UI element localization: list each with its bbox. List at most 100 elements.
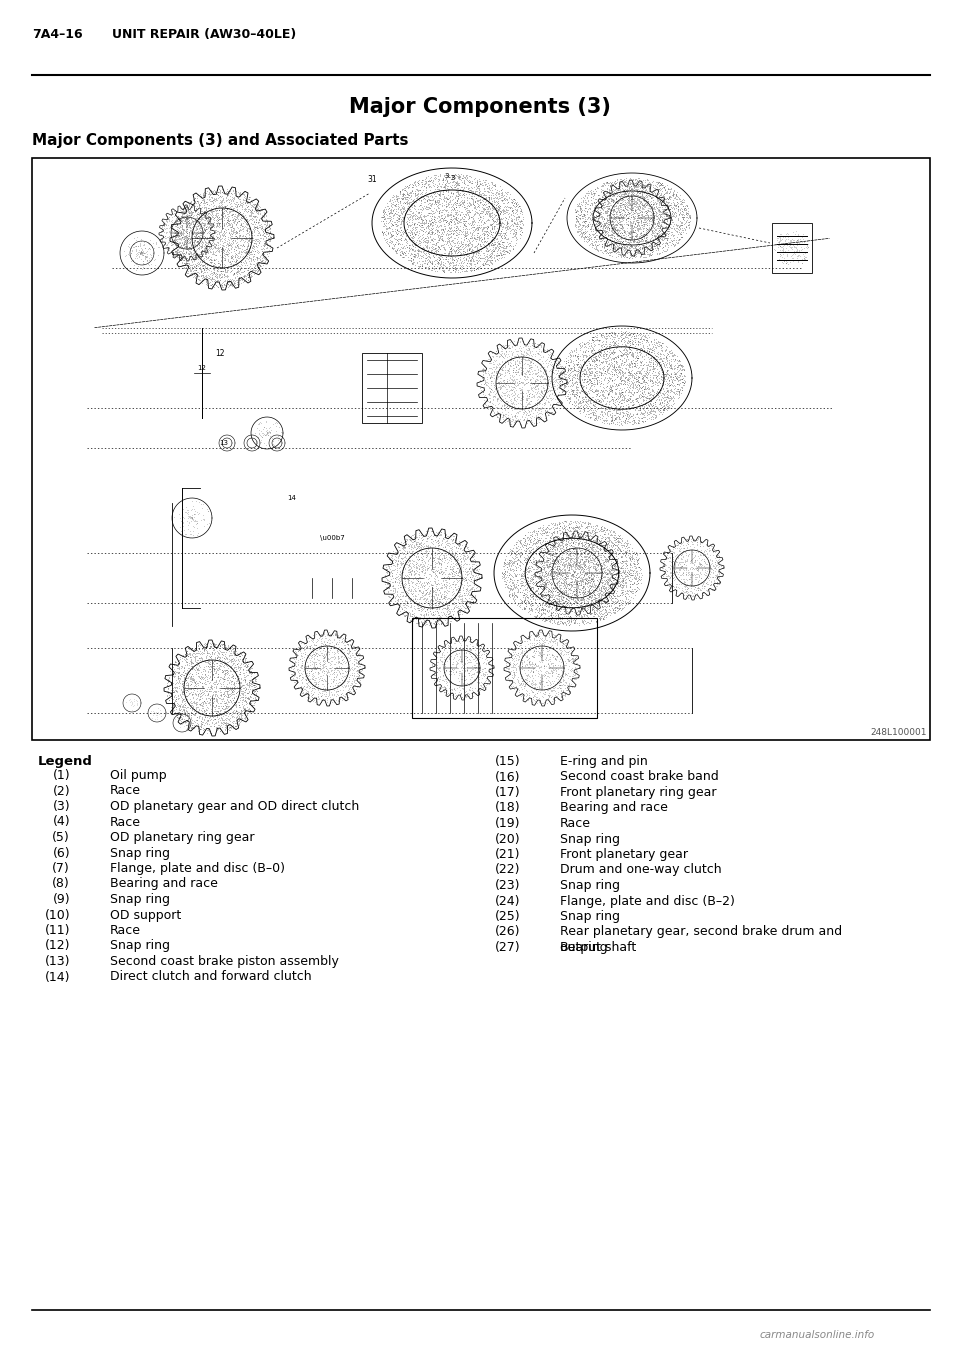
Point — [252, 258, 268, 280]
Point — [535, 589, 550, 611]
Point — [624, 221, 639, 243]
Point — [132, 246, 147, 268]
Point — [524, 553, 540, 574]
Point — [419, 247, 434, 269]
Point — [228, 701, 244, 722]
Point — [178, 230, 193, 251]
Point — [299, 683, 314, 705]
Point — [137, 246, 153, 268]
Point — [234, 644, 250, 665]
Point — [219, 243, 234, 265]
Point — [242, 669, 257, 691]
Point — [698, 569, 713, 591]
Point — [512, 352, 527, 373]
Point — [546, 538, 562, 559]
Point — [529, 655, 544, 676]
Point — [400, 202, 416, 224]
Point — [433, 641, 448, 663]
Point — [216, 263, 231, 285]
Point — [444, 201, 459, 223]
Point — [403, 565, 419, 587]
Point — [180, 645, 196, 667]
Point — [425, 562, 441, 584]
Point — [247, 689, 262, 710]
Point — [649, 208, 664, 230]
Point — [675, 372, 690, 394]
Point — [434, 193, 449, 215]
Point — [640, 344, 656, 365]
Point — [556, 364, 571, 386]
Point — [511, 649, 526, 671]
Point — [220, 663, 235, 684]
Point — [402, 223, 418, 244]
Point — [675, 217, 690, 239]
Point — [549, 555, 564, 577]
Point — [692, 535, 708, 557]
Point — [558, 595, 573, 617]
Point — [503, 543, 518, 565]
Point — [241, 698, 256, 720]
Point — [590, 200, 606, 221]
Point — [257, 212, 273, 234]
Point — [674, 364, 689, 386]
Point — [298, 682, 313, 703]
Point — [194, 206, 209, 228]
Point — [602, 171, 617, 193]
Point — [564, 344, 580, 365]
Point — [775, 238, 790, 259]
Point — [613, 200, 629, 221]
Point — [494, 562, 510, 584]
Point — [771, 231, 786, 253]
Point — [258, 417, 274, 439]
Point — [673, 216, 688, 238]
Point — [571, 388, 587, 410]
Point — [597, 387, 612, 409]
Point — [189, 672, 204, 694]
Point — [675, 536, 690, 558]
Point — [396, 555, 411, 577]
Point — [639, 168, 655, 190]
Point — [596, 216, 612, 238]
Point — [597, 201, 612, 223]
Point — [547, 549, 563, 570]
Point — [493, 363, 509, 384]
Point — [165, 695, 180, 717]
Point — [161, 671, 177, 693]
Point — [444, 217, 459, 239]
Point — [577, 591, 592, 612]
Point — [583, 220, 598, 242]
Point — [452, 190, 468, 212]
Point — [645, 217, 660, 239]
Point — [554, 569, 569, 591]
Point — [448, 224, 464, 246]
Point — [221, 718, 236, 740]
Point — [631, 357, 646, 379]
Point — [408, 232, 423, 254]
Point — [510, 410, 525, 432]
Point — [438, 564, 453, 585]
Point — [665, 565, 681, 587]
Point — [452, 660, 468, 682]
Point — [435, 257, 450, 278]
Point — [584, 334, 599, 356]
Point — [448, 208, 464, 230]
Point — [209, 649, 225, 671]
Point — [632, 231, 647, 253]
Point — [569, 221, 585, 243]
Point — [185, 682, 201, 703]
Point — [165, 698, 180, 720]
Point — [510, 345, 525, 367]
Point — [203, 224, 218, 246]
Point — [526, 674, 541, 695]
Point — [425, 244, 441, 266]
Point — [468, 228, 483, 250]
Point — [460, 546, 475, 568]
Point — [651, 243, 666, 265]
Point — [562, 342, 577, 364]
Point — [467, 227, 482, 249]
Point — [618, 407, 634, 429]
Point — [649, 223, 664, 244]
Point — [653, 217, 668, 239]
Point — [518, 668, 534, 690]
Point — [614, 193, 630, 215]
